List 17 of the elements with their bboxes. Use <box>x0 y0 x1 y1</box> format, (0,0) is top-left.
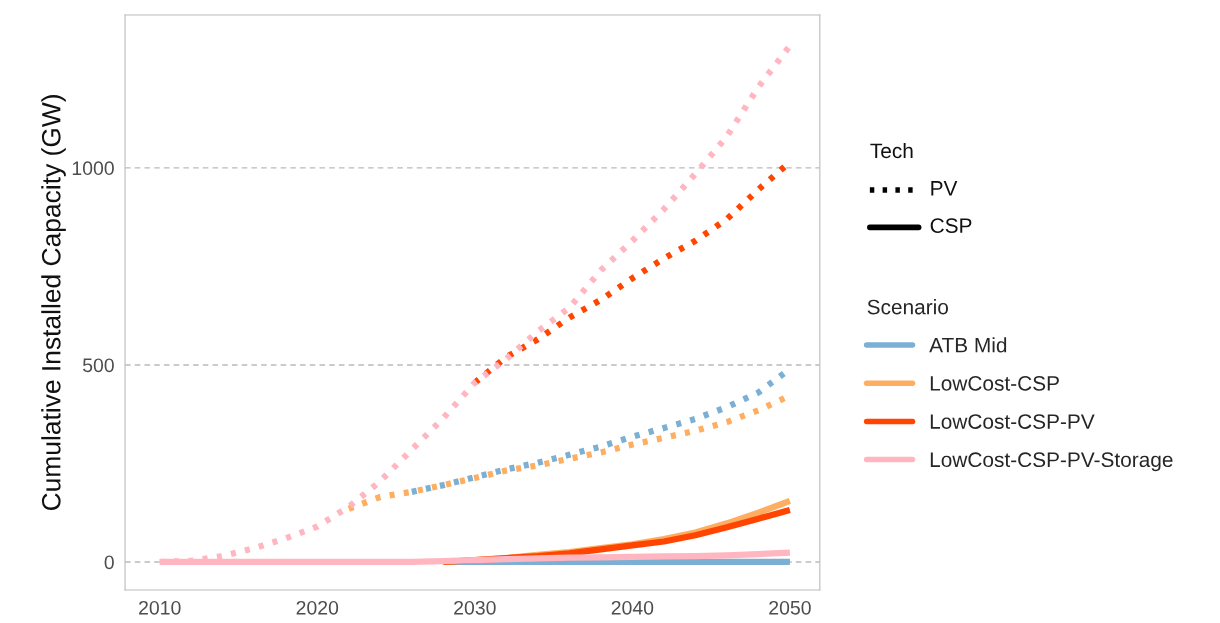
text: PV <box>931 181 958 196</box>
legend-label: LowCost-CSP-PV <box>930 414 1095 429</box>
text: Tech <box>870 142 913 159</box>
legend-title: Scenario <box>867 299 948 315</box>
legend-label: LowCost-CSP-PV-Storage <box>930 452 1173 472</box>
text: CSP <box>930 218 972 233</box>
x-tick-label: 2010 <box>139 600 181 615</box>
y-tick-label: 1000 <box>72 161 114 176</box>
y-tick-label: 500 <box>82 358 114 373</box>
y-axis-title: Cumulative Installed Capacity (GW) <box>41 95 66 511</box>
x-tick-label: 2040 <box>611 600 654 615</box>
y-tick-label: 0 <box>104 555 114 570</box>
x-tick-label: 2050 <box>769 600 811 615</box>
legend-label: LowCost-CSP <box>930 375 1059 391</box>
legend-label: ATB Mid <box>929 337 1007 353</box>
x-tick-label: 2030 <box>454 600 496 615</box>
x-tick-label: 2020 <box>296 600 339 615</box>
